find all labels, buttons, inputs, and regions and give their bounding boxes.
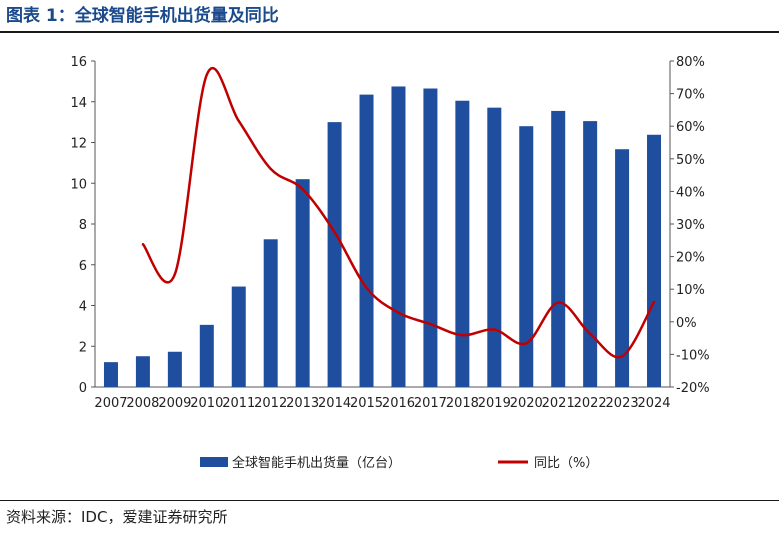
bar [167, 351, 182, 387]
x-tick-label: 2017 [414, 396, 447, 411]
chart: 0 2 4 6 8 10 12 14 16 -20% -10% 0% 10% 20% 30% 40% 50% 60… [70, 55, 710, 471]
bottom-rule [0, 500, 779, 501]
y-left-tick-label: 14 [70, 96, 87, 111]
bar [551, 110, 566, 387]
y-right-tick-label: 50% [676, 153, 705, 168]
y-right-tick-label: 10% [676, 283, 705, 298]
y-right-tick-label: -10% [676, 348, 710, 363]
yoy-point [237, 119, 240, 123]
bar [423, 88, 438, 387]
legend-label-bar: 全球智能手机出货量（亿台） [232, 455, 401, 471]
x-tick-label: 2018 [446, 396, 479, 411]
y-left-tick-label: 0 [79, 381, 87, 396]
y-left-tick-label: 10 [70, 177, 87, 192]
x-tick-label: 2007 [94, 396, 127, 411]
bar [135, 356, 150, 387]
yoy-point [493, 328, 496, 331]
yoy-point [141, 243, 145, 246]
x-tick-label: 2022 [574, 396, 607, 411]
y-right-tick-label: 80% [676, 55, 705, 70]
yoy-point [173, 273, 177, 276]
x-tick-label: 2014 [318, 396, 351, 411]
x-tick-label: 2016 [382, 396, 415, 411]
y-left-tick-label: 12 [70, 137, 87, 152]
bar [103, 362, 118, 387]
x-tick-label: 2008 [126, 396, 159, 411]
bar [327, 122, 342, 387]
bar [263, 239, 278, 387]
yoy-point [556, 301, 560, 304]
y-right-tick-label: 70% [676, 88, 705, 103]
y-left-tick-label: 8 [79, 218, 87, 233]
y-left-tick-label: 4 [79, 300, 87, 315]
x-tick-label: 2015 [350, 396, 383, 411]
source-note: 资料来源：IDC，爱建证券研究所 [6, 508, 228, 526]
bar [295, 179, 310, 387]
y-left-tick-label: 2 [79, 340, 87, 355]
yoy-point [269, 167, 272, 171]
x-tick-label: 2019 [478, 396, 511, 411]
y-right-tick-label: -20% [676, 381, 710, 396]
top-rule [0, 31, 779, 33]
x-tick-label: 2020 [510, 396, 543, 411]
yoy-point [525, 342, 528, 345]
yoy-point [397, 311, 400, 314]
legend-swatch-bar [200, 457, 228, 467]
yoy-point [333, 230, 336, 234]
y-right-tick-label: 0% [676, 316, 697, 331]
yoy-point [588, 332, 592, 336]
figure-title: 图表 1：全球智能手机出货量及同比 [6, 6, 279, 26]
x-tick-label: 2011 [222, 396, 255, 411]
bar [199, 324, 214, 387]
y-right-tick-label: 60% [676, 120, 705, 135]
bar [647, 134, 662, 387]
yoy-point [429, 322, 432, 326]
bar [615, 149, 630, 387]
y-right-tick-label: 40% [676, 185, 705, 200]
bar [519, 126, 534, 387]
bar [455, 100, 470, 387]
x-tick-label: 2023 [606, 396, 639, 411]
bar [231, 286, 246, 387]
bar [487, 107, 502, 387]
y-left-tick-label: 16 [70, 55, 87, 70]
yoy-point [301, 187, 304, 191]
yoy-point [365, 286, 368, 290]
x-tick-label: 2013 [286, 396, 319, 411]
bar [359, 94, 374, 388]
x-tick-label: 2021 [542, 396, 575, 411]
y-right-tick-label: 30% [676, 218, 705, 233]
yoy-point [461, 333, 464, 337]
x-tick-label: 2010 [190, 396, 223, 411]
x-tick-label: 2024 [637, 396, 670, 411]
x-tick-label: 2012 [254, 396, 287, 411]
bar [583, 121, 598, 387]
bar [391, 86, 406, 387]
y-left-tick-label: 6 [79, 259, 87, 274]
x-tick-label: 2009 [158, 396, 191, 411]
y-right-tick-label: 20% [676, 251, 705, 266]
legend-label-line: 同比（%） [534, 456, 598, 471]
yoy-point [205, 73, 209, 76]
yoy-point [652, 300, 656, 304]
yoy-point [620, 355, 624, 358]
